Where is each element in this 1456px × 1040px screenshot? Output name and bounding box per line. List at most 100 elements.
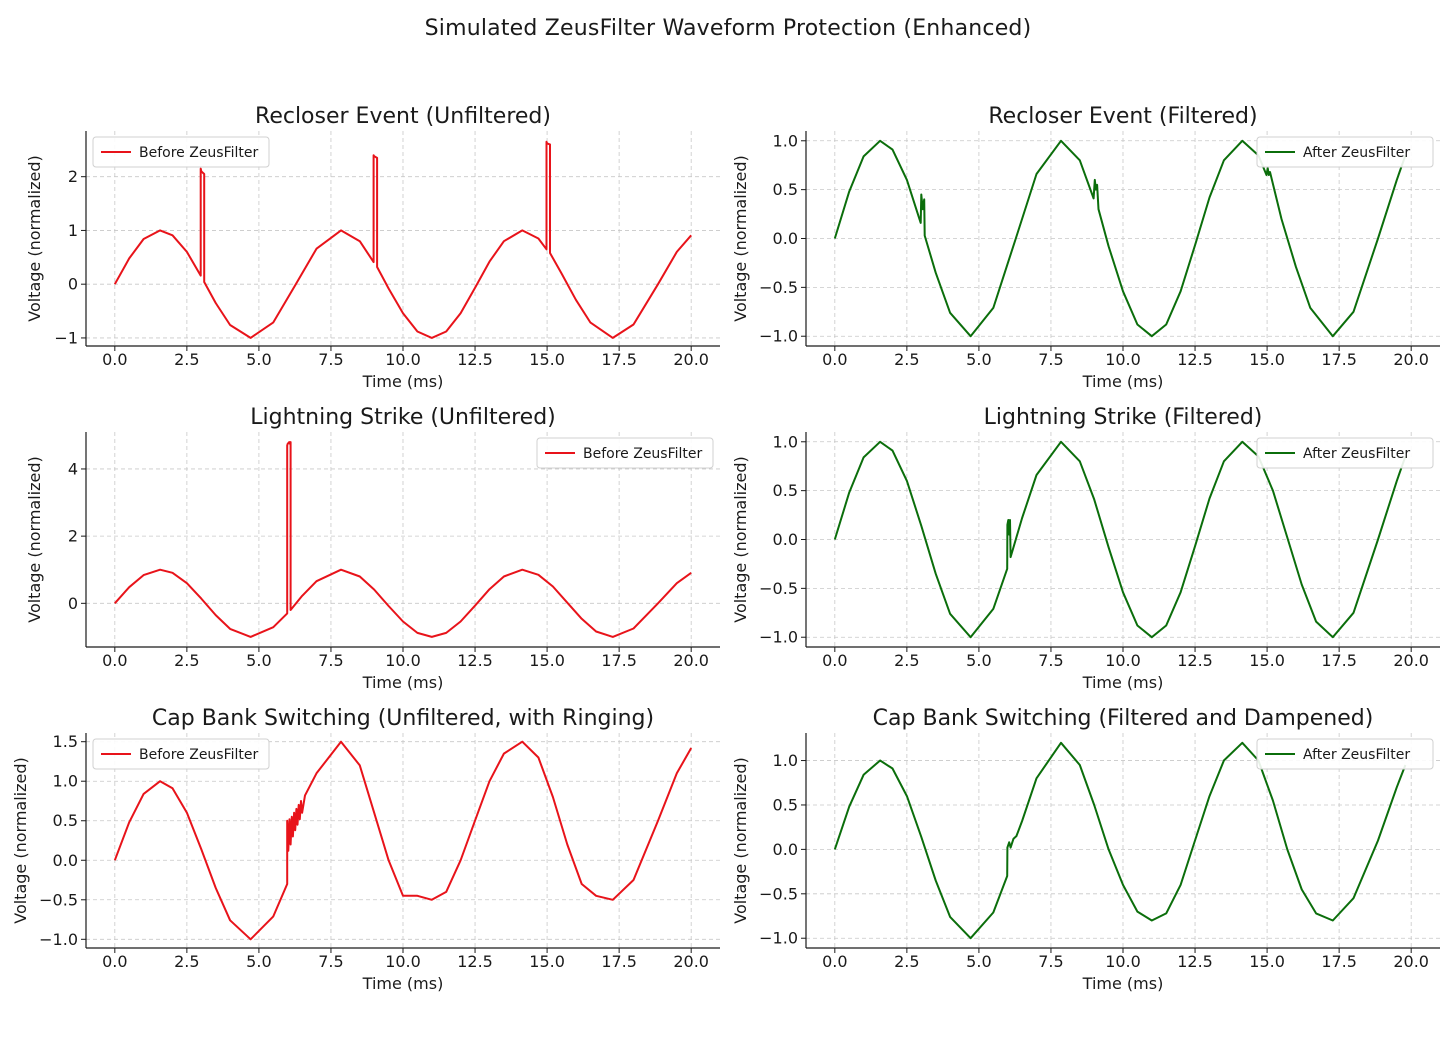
y-tick-label: 0.5: [53, 811, 78, 830]
series-line: [833, 741, 1407, 940]
x-tick-label: 17.5: [601, 952, 637, 971]
y-tick-label: 0.0: [53, 851, 78, 870]
x-tick-label: 20.0: [673, 952, 709, 971]
x-tick-label: 2.5: [894, 350, 919, 369]
subplot-recloser-unfiltered: Recloser Event (Unfiltered) 0.0 2.5 5.0 7.5 1…: [25, 104, 720, 391]
y-tick-label: 0: [68, 275, 78, 294]
subplot-grid: Recloser Event (Unfiltered) 0.0 2.5 5.0 7.5 1…: [11, 104, 1440, 993]
subplot-title: Cap Bank Switching (Filtered and Dampene…: [873, 706, 1374, 731]
legend: After ZeusFilter: [1256, 437, 1434, 469]
x-tick-label: 12.5: [457, 952, 493, 971]
y-tick-label: −0.5: [759, 884, 798, 903]
y-tick-label: 0.0: [773, 840, 798, 859]
x-tick-label: 17.5: [1321, 350, 1357, 369]
y-tick-label: 1.0: [773, 131, 798, 150]
x-tick-label: 0.0: [102, 350, 127, 369]
y-tick-label: −1.0: [759, 628, 798, 647]
series-line: [113, 740, 693, 941]
x-tick-label: 5.0: [966, 952, 991, 971]
series-line: [833, 139, 1407, 338]
subplot-lightning-unfiltered: Lightning Strike (Unfiltered) 0.0 2.5 5.0 7.…: [25, 405, 720, 692]
x-tick-label: 5.0: [966, 350, 991, 369]
series-line: [833, 440, 1407, 639]
x-axis-label: Time (ms): [1082, 372, 1164, 391]
x-tick-label: 2.5: [174, 952, 199, 971]
x-tick-label: 5.0: [246, 350, 271, 369]
x-tick-label: 10.0: [1105, 350, 1141, 369]
y-tick-label: 1.0: [773, 751, 798, 770]
y-axis-label: Voltage (normalized): [731, 456, 750, 623]
x-tick-label: 12.5: [1177, 952, 1213, 971]
x-tick-label: 15.0: [529, 350, 565, 369]
x-tick-label: 10.0: [385, 651, 421, 670]
y-tick-label: −1.0: [759, 327, 798, 346]
x-tick-label: 0.0: [822, 350, 847, 369]
subplot-title: Lightning Strike (Unfiltered): [250, 405, 556, 430]
grid: [86, 432, 720, 647]
y-tick-label: −0.5: [759, 579, 798, 598]
subplot-capbank-unfiltered: Cap Bank Switching (Unfiltered, with Rin…: [11, 706, 720, 993]
x-tick-label: 17.5: [1321, 651, 1357, 670]
subplot-recloser-filtered: Recloser Event (Filtered) 0.0 2.5 5.0 7.5 10.…: [731, 104, 1440, 391]
x-tick-label: 12.5: [457, 350, 493, 369]
x-tick-label: 10.0: [1105, 952, 1141, 971]
x-tick-label: 17.5: [601, 651, 637, 670]
figure-suptitle: Simulated ZeusFilter Waveform Protection…: [424, 16, 1032, 41]
x-tick-label: 0.0: [102, 651, 127, 670]
x-tick-label: 15.0: [529, 651, 565, 670]
x-tick-label: 0.0: [822, 651, 847, 670]
x-tick-label: 12.5: [457, 651, 493, 670]
x-tick-label: 10.0: [1105, 651, 1141, 670]
x-tick-label: 15.0: [1249, 651, 1285, 670]
x-tick-label: 15.0: [529, 952, 565, 971]
x-tick-label: 0.0: [102, 952, 127, 971]
x-tick-label: 12.5: [1177, 350, 1213, 369]
y-axis-label: Voltage (normalized): [731, 757, 750, 924]
x-tick-label: 10.0: [385, 350, 421, 369]
legend: Before ZeusFilter: [536, 437, 714, 469]
legend-box: [1256, 136, 1434, 168]
subplot-capbank-filtered: Cap Bank Switching (Filtered and Dampene…: [731, 706, 1440, 993]
x-tick-label: 7.5: [1038, 651, 1063, 670]
legend-box: [1256, 437, 1434, 469]
legend-box: [536, 437, 714, 469]
x-tick-label: 20.0: [1393, 651, 1429, 670]
legend: Before ZeusFilter: [92, 738, 270, 770]
subplot-lightning-filtered: Lightning Strike (Filtered) 0.0 2.5 5.0 7.5 1…: [731, 405, 1440, 692]
x-tick-label: 15.0: [1249, 952, 1285, 971]
y-axis-label: Voltage (normalized): [731, 155, 750, 322]
x-tick-label: 2.5: [894, 952, 919, 971]
y-tick-label: −1.0: [759, 929, 798, 948]
legend-label: After ZeusFilter: [1303, 446, 1410, 462]
y-axis-label: Voltage (normalized): [11, 757, 30, 924]
x-tick-label: 10.0: [385, 952, 421, 971]
grid: [86, 733, 720, 948]
y-tick-label: 0.0: [773, 229, 798, 248]
legend-box: [1256, 738, 1434, 770]
y-tick-label: 1.5: [53, 732, 78, 751]
y-tick-label: 2: [68, 167, 78, 186]
x-tick-label: 0.0: [822, 952, 847, 971]
legend-label: Before ZeusFilter: [139, 747, 259, 763]
legend: After ZeusFilter: [1256, 136, 1434, 168]
x-axis-label: Time (ms): [362, 372, 444, 391]
subplot-title: Recloser Event (Filtered): [988, 104, 1257, 129]
x-tick-label: 7.5: [318, 350, 343, 369]
x-tick-label: 17.5: [1321, 952, 1357, 971]
x-tick-label: 5.0: [246, 952, 271, 971]
y-tick-label: 1: [68, 221, 78, 240]
x-tick-label: 2.5: [174, 651, 199, 670]
y-tick-label: 0.5: [773, 180, 798, 199]
legend-label: After ZeusFilter: [1303, 747, 1410, 763]
x-tick-label: 20.0: [673, 350, 709, 369]
legend-label: Before ZeusFilter: [583, 446, 703, 462]
subplot-title: Lightning Strike (Filtered): [984, 405, 1263, 430]
x-tick-label: 5.0: [966, 651, 991, 670]
subplot-title: Recloser Event (Unfiltered): [255, 104, 551, 129]
y-tick-label: 4: [68, 459, 78, 478]
x-tick-label: 7.5: [318, 952, 343, 971]
y-tick-label: 1.0: [773, 432, 798, 451]
y-tick-label: −1.0: [39, 930, 78, 949]
y-tick-label: 0.0: [773, 530, 798, 549]
series-line: [114, 441, 692, 638]
